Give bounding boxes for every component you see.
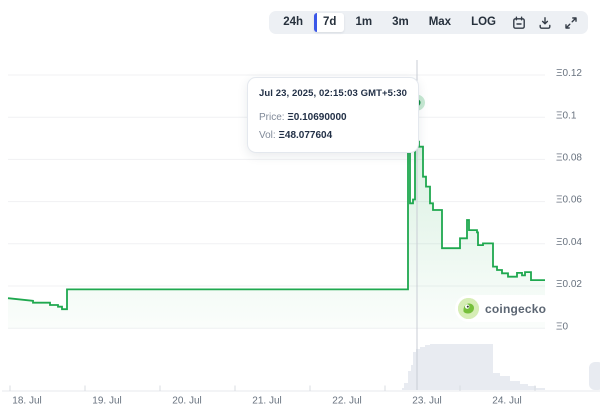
- coingecko-watermark: coingecko: [455, 295, 557, 322]
- fullscreen-icon: [564, 16, 578, 30]
- range-log-button[interactable]: LOG: [462, 13, 505, 32]
- volume-bars: [402, 344, 545, 390]
- calendar-icon: [512, 16, 526, 30]
- tooltip-price-label: Price:: [259, 112, 285, 123]
- download-button[interactable]: [533, 13, 557, 32]
- range-7d-button[interactable]: 7d: [314, 13, 345, 32]
- y-axis-label: Ξ0.12: [556, 68, 582, 79]
- x-axis-label: 20. Jul: [172, 396, 201, 407]
- y-axis-label: Ξ0.04: [556, 237, 582, 248]
- range-3m-button[interactable]: 3m: [383, 13, 418, 32]
- y-axis-label: Ξ0: [556, 321, 568, 332]
- x-axis-label: 24. Jul: [492, 396, 521, 407]
- chart-tooltip: Jul 23, 2025, 02:15:03 GMT+5:30 Price: Ξ…: [247, 77, 420, 153]
- calendar-button[interactable]: [507, 13, 531, 32]
- tooltip-volume-value: Ξ48.077604: [278, 130, 333, 141]
- fullscreen-button[interactable]: [559, 13, 583, 32]
- y-axis-label: Ξ0.06: [556, 195, 582, 206]
- range-1m-button[interactable]: 1m: [346, 13, 381, 32]
- tooltip-timestamp: Jul 23, 2025, 02:15:03 GMT+5:30: [259, 88, 408, 99]
- range-toolbar: 24h 7d 1m 3m Max LOG: [269, 11, 588, 34]
- range-24h-button[interactable]: 24h: [274, 13, 312, 32]
- x-axis-label: 22. Jul: [332, 396, 361, 407]
- watermark-label: coingecko: [485, 301, 547, 316]
- y-axis-label: Ξ0.1: [556, 110, 577, 121]
- tooltip-price-row: Price: Ξ0.10690000: [259, 111, 407, 125]
- x-axis-label: 19. Jul: [92, 396, 121, 407]
- download-icon: [538, 16, 552, 30]
- tooltip-volume-label: Vol:: [259, 130, 276, 141]
- price-area: [8, 102, 545, 329]
- range-max-button[interactable]: Max: [420, 13, 460, 32]
- x-axis-label: 23. Jul: [412, 396, 441, 407]
- x-axis-label: 21. Jul: [252, 396, 281, 407]
- y-axis-label: Ξ0.02: [556, 279, 582, 290]
- tooltip-volume-row: Vol: Ξ48.077604: [259, 129, 407, 143]
- y-axis-label: Ξ0.08: [556, 153, 582, 164]
- right-edge-volume-blob: [589, 362, 600, 390]
- tooltip-price-value: Ξ0.10690000: [287, 112, 347, 123]
- gecko-icon: [458, 298, 479, 319]
- price-line: [7, 101, 545, 311]
- x-axis-label: 18. Jul: [12, 396, 41, 407]
